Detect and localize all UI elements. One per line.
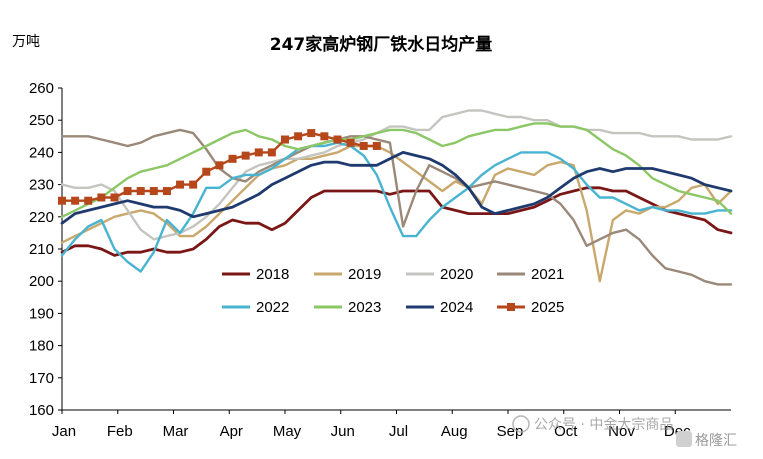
x-tick-label: Feb (107, 423, 133, 440)
series-2025-point (71, 196, 80, 205)
series-2025-point (267, 148, 276, 157)
series-2025-point (333, 135, 342, 144)
series-2025-point (123, 187, 132, 196)
y-tick-label: 240 (29, 144, 54, 161)
series-2025-point (228, 154, 237, 163)
logo-text: 格隆汇 (695, 433, 737, 449)
series-2025-point (281, 135, 289, 144)
series-2025-point (189, 180, 198, 189)
y-tick-label: 200 (29, 273, 54, 290)
x-tick-label: Apr (220, 423, 243, 440)
series-2025-point (320, 132, 329, 141)
x-tick-label: Jul (389, 423, 408, 440)
series-2025-point (162, 187, 171, 196)
series-2025-point (202, 167, 211, 176)
series-2025-point (97, 193, 106, 202)
series-line-2020 (60, 109, 733, 241)
x-tick-label: Jan (52, 423, 76, 440)
logo: 格隆汇 (676, 431, 737, 449)
logo-icon (676, 431, 692, 447)
series-2025-point (346, 138, 355, 147)
legend: 2018 2019 2020 2021 2022 2023 2024 2025 (222, 266, 564, 316)
legend-label-2023: 2023 (348, 299, 381, 316)
series-line-2023 (60, 122, 733, 219)
legend-marker-2025 (507, 303, 515, 311)
y-tick-label: 260 (29, 80, 54, 97)
x-tick-label: Oct (554, 423, 578, 440)
series-2025-point (58, 196, 66, 205)
x-tick-label: Nov (608, 423, 635, 440)
series-2025-point (307, 129, 316, 138)
y-tick-label: 170 (29, 370, 54, 387)
x-tick-label: May (273, 423, 302, 440)
x-tick-label: Aug (441, 423, 468, 440)
legend-label-2025: 2025 (531, 299, 564, 316)
series-2025-point (254, 148, 263, 157)
series-2025-point (372, 141, 381, 150)
y-tick-label: 230 (29, 177, 54, 194)
y-tick-label: 160 (29, 402, 54, 419)
series-line-2018 (60, 186, 733, 257)
legend-label-2024: 2024 (440, 299, 473, 316)
series-2025-point (215, 161, 224, 170)
y-tick-group: 160 170 180 190 200 210 220 230 240 250 260 (29, 80, 62, 419)
legend-label-2018: 2018 (256, 266, 289, 283)
legend-label-2019: 2019 (348, 266, 381, 283)
x-tick-label: Sep (497, 423, 524, 440)
series-2025-point (149, 187, 158, 196)
series-2025-point (136, 187, 145, 196)
legend-label-2021: 2021 (531, 266, 564, 283)
watermark-text: 公众号 · 中金大宗商品 (534, 417, 673, 433)
wechat-icon (512, 415, 530, 433)
series-line-2019 (60, 144, 733, 283)
chart-title: 247家高炉钢厂铁水日均产量 (270, 34, 493, 55)
legend-label-2020: 2020 (440, 266, 473, 283)
series-2025-point (294, 132, 303, 141)
x-tick-label: Mar (163, 423, 189, 440)
series-line-2024 (60, 150, 733, 225)
x-tick-label: Jun (331, 423, 355, 440)
y-unit-label: 万吨 (12, 34, 40, 50)
y-tick-label: 250 (29, 112, 54, 129)
legend-label-2022: 2022 (256, 299, 289, 316)
y-tick-label: 190 (29, 305, 54, 322)
y-tick-label: 180 (29, 338, 54, 355)
series-line-2021 (60, 128, 733, 286)
y-tick-label: 220 (29, 209, 54, 226)
series-2025-point (84, 196, 93, 205)
series-2025-point (110, 193, 119, 202)
series-2025-point (359, 141, 368, 150)
series-group (58, 109, 733, 286)
y-tick-label: 210 (29, 241, 54, 258)
series-2025-point (176, 180, 185, 189)
watermark: 公众号 · 中金大宗商品 (512, 415, 673, 433)
series-line-2022 (60, 141, 733, 273)
series-2025-point (241, 151, 250, 160)
